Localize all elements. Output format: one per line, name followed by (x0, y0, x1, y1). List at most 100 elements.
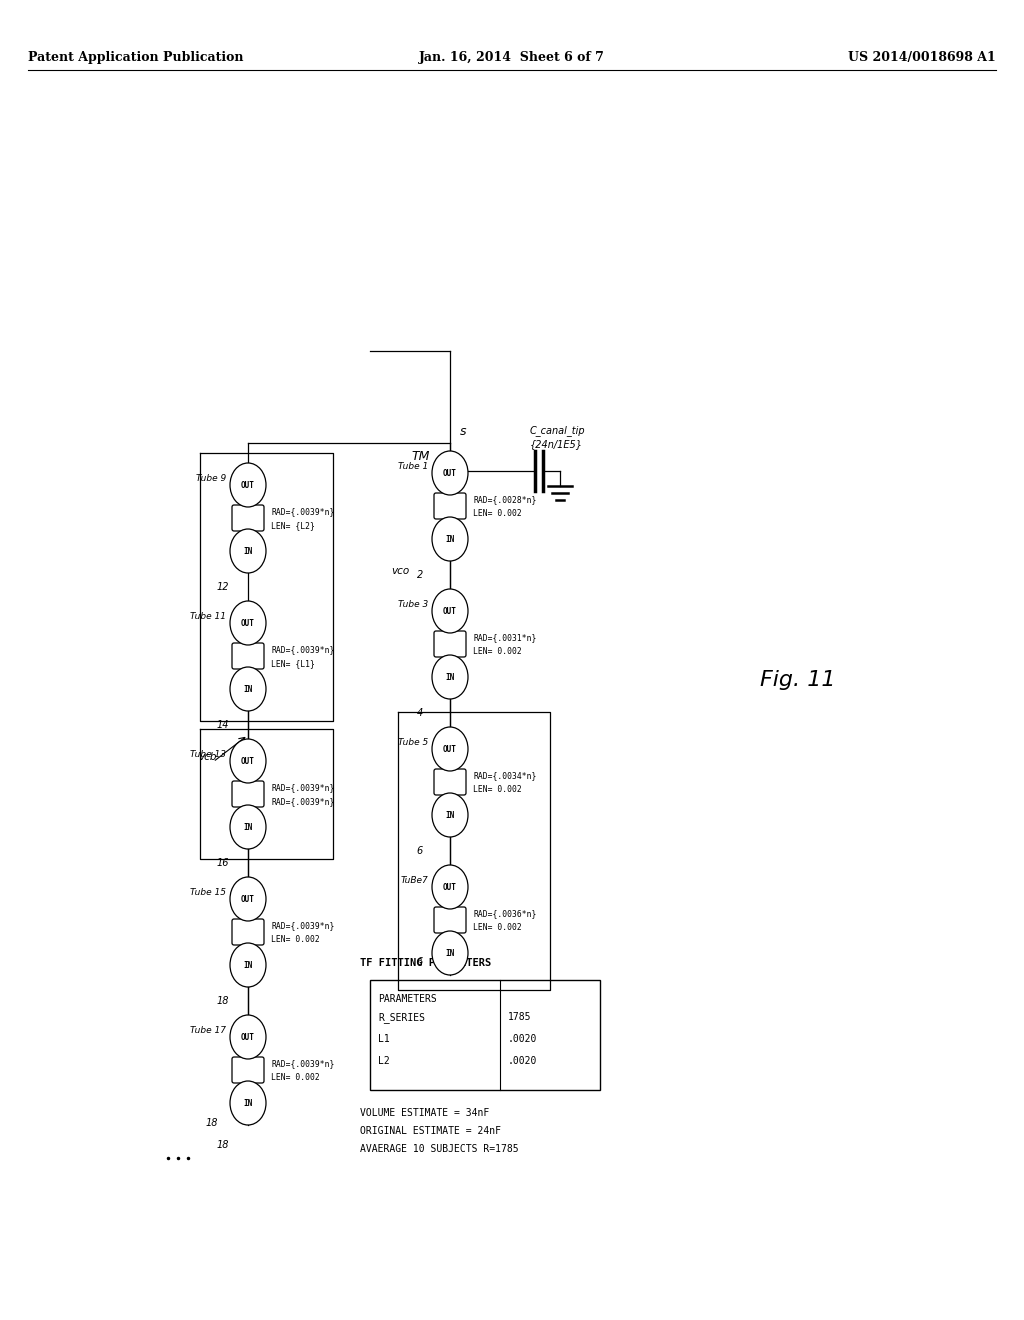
Text: RAD={.0039*n}: RAD={.0039*n} (271, 507, 335, 516)
Text: Patent Application Publication: Patent Application Publication (28, 51, 244, 65)
Text: RAD={.0039*n}: RAD={.0039*n} (271, 1060, 335, 1068)
Text: OUT: OUT (443, 883, 457, 891)
FancyBboxPatch shape (434, 907, 466, 933)
Text: ORIGINAL ESTIMATE = 24nF: ORIGINAL ESTIMATE = 24nF (360, 1126, 501, 1137)
Text: LEN= 0.002: LEN= 0.002 (473, 924, 522, 932)
FancyBboxPatch shape (232, 781, 264, 807)
Text: LEN= 0.002: LEN= 0.002 (271, 1073, 319, 1082)
Ellipse shape (432, 865, 468, 909)
Text: OUT: OUT (241, 756, 255, 766)
Text: 14: 14 (217, 719, 229, 730)
Text: IN: IN (445, 810, 455, 820)
Text: RAD={.0039*n}: RAD={.0039*n} (271, 797, 335, 807)
Ellipse shape (432, 589, 468, 634)
Ellipse shape (230, 667, 266, 711)
Text: LEN= 0.002: LEN= 0.002 (271, 936, 319, 945)
Text: .0020: .0020 (508, 1056, 538, 1067)
Text: Tube 11: Tube 11 (190, 612, 226, 620)
Text: L1: L1 (378, 1034, 390, 1044)
Text: .0020: .0020 (508, 1034, 538, 1044)
Text: IN: IN (244, 685, 253, 693)
Text: LEN= 0.002: LEN= 0.002 (473, 785, 522, 795)
Text: 16: 16 (217, 858, 229, 869)
Text: s: s (460, 425, 467, 438)
Text: Fig. 11: Fig. 11 (760, 671, 836, 690)
Text: OUT: OUT (241, 480, 255, 490)
Text: RAD={.0028*n}: RAD={.0028*n} (473, 495, 537, 504)
Text: vco: vco (392, 566, 410, 576)
Ellipse shape (432, 451, 468, 495)
Text: C_canal_tip: C_canal_tip (530, 425, 586, 436)
FancyBboxPatch shape (232, 643, 264, 669)
FancyBboxPatch shape (232, 919, 264, 945)
Text: 18: 18 (217, 997, 229, 1006)
Text: RAD={.0036*n}: RAD={.0036*n} (473, 909, 537, 919)
Text: RAD={.0031*n}: RAD={.0031*n} (473, 634, 537, 643)
Text: RAD={.0039*n}: RAD={.0039*n} (271, 645, 335, 655)
Ellipse shape (432, 727, 468, 771)
Text: OUT: OUT (241, 619, 255, 627)
Text: 6: 6 (417, 846, 423, 855)
FancyBboxPatch shape (232, 506, 264, 531)
Ellipse shape (230, 463, 266, 507)
Ellipse shape (230, 1015, 266, 1059)
Ellipse shape (230, 942, 266, 987)
Text: 12: 12 (217, 582, 229, 591)
Ellipse shape (230, 529, 266, 573)
Text: {24n/1E5}: {24n/1E5} (530, 440, 583, 449)
Text: TM: TM (412, 450, 430, 462)
FancyBboxPatch shape (370, 979, 600, 1090)
Text: TF FITTING PARAMETERS: TF FITTING PARAMETERS (360, 958, 492, 968)
Text: Tube 17: Tube 17 (190, 1026, 226, 1035)
Text: RAD={.0039*n}: RAD={.0039*n} (271, 921, 335, 931)
FancyBboxPatch shape (434, 770, 466, 795)
Text: Tube 9: Tube 9 (196, 474, 226, 483)
Text: Jan. 16, 2014  Sheet 6 of 7: Jan. 16, 2014 Sheet 6 of 7 (419, 51, 605, 65)
Text: LEN= 0.002: LEN= 0.002 (473, 648, 522, 656)
Text: IN: IN (244, 822, 253, 832)
Text: 1785: 1785 (508, 1012, 531, 1022)
Text: IN: IN (445, 949, 455, 957)
FancyBboxPatch shape (434, 631, 466, 657)
Text: Tube 5: Tube 5 (397, 738, 428, 747)
Text: VOLUME ESTIMATE = 34nF: VOLUME ESTIMATE = 34nF (360, 1107, 489, 1118)
Text: 18: 18 (206, 1118, 218, 1129)
Text: RAD={.0039*n}: RAD={.0039*n} (271, 784, 335, 792)
FancyBboxPatch shape (232, 1057, 264, 1082)
FancyBboxPatch shape (434, 492, 466, 519)
Text: RAD={.0034*n}: RAD={.0034*n} (473, 771, 537, 780)
Text: IN: IN (244, 1098, 253, 1107)
Text: IN: IN (445, 535, 455, 544)
Ellipse shape (230, 601, 266, 645)
Text: 2: 2 (417, 570, 423, 579)
Text: Tube 15: Tube 15 (190, 888, 226, 898)
Text: PARAMETERS: PARAMETERS (378, 994, 437, 1005)
Ellipse shape (230, 739, 266, 783)
Text: US 2014/0018698 A1: US 2014/0018698 A1 (848, 51, 996, 65)
Text: AVAERAGE 10 SUBJECTS R=1785: AVAERAGE 10 SUBJECTS R=1785 (360, 1144, 518, 1154)
Text: Tube 1: Tube 1 (397, 462, 428, 471)
Text: IN: IN (244, 961, 253, 969)
Text: L2: L2 (378, 1056, 390, 1067)
Ellipse shape (432, 517, 468, 561)
Text: LEN= {L2}: LEN= {L2} (271, 521, 314, 531)
Text: vcb: vcb (198, 752, 216, 762)
Text: OUT: OUT (241, 895, 255, 903)
Text: OUT: OUT (443, 469, 457, 478)
Ellipse shape (432, 931, 468, 975)
Text: Tube 3: Tube 3 (397, 601, 428, 609)
Ellipse shape (230, 1081, 266, 1125)
Text: OUT: OUT (443, 606, 457, 615)
Text: OUT: OUT (443, 744, 457, 754)
Ellipse shape (230, 876, 266, 921)
Text: 6: 6 (417, 957, 423, 968)
Text: LEN= 0.002: LEN= 0.002 (473, 510, 522, 519)
Text: R_SERIES: R_SERIES (378, 1012, 425, 1023)
Ellipse shape (432, 793, 468, 837)
Text: LEN= {L1}: LEN= {L1} (271, 660, 314, 668)
Ellipse shape (230, 805, 266, 849)
Text: OUT: OUT (241, 1032, 255, 1041)
Text: TuBe7: TuBe7 (400, 876, 428, 884)
Text: Tube 13: Tube 13 (190, 750, 226, 759)
Ellipse shape (432, 655, 468, 700)
